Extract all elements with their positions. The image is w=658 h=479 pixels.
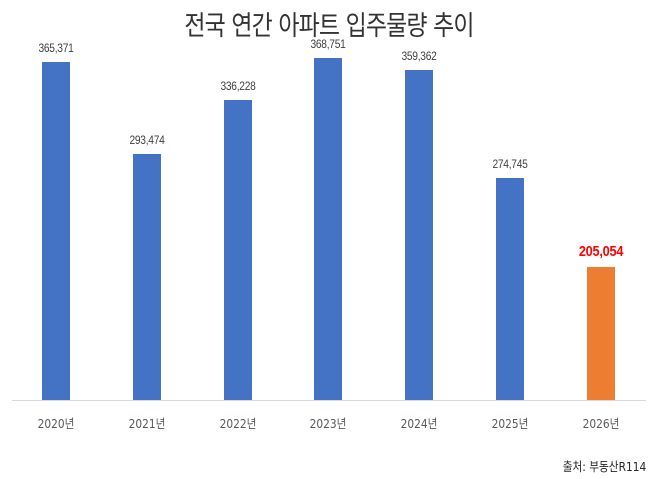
x-tick-label: 2024년 bbox=[400, 416, 438, 431]
bar-2023년 bbox=[314, 58, 343, 400]
source-note: 출처: 부동산R114 bbox=[562, 459, 646, 474]
value-label: 336,228 bbox=[220, 78, 256, 93]
value-label: 274,745 bbox=[492, 157, 528, 172]
x-tick-label: 2022년 bbox=[219, 416, 257, 431]
value-label: 205,054 bbox=[578, 243, 624, 260]
value-label: 368,751 bbox=[310, 37, 346, 51]
x-axis-line bbox=[12, 400, 646, 401]
x-tick-label: 2025년 bbox=[491, 416, 529, 431]
bar-2024년 bbox=[405, 69, 434, 400]
value-label: 293,474 bbox=[129, 133, 165, 148]
bar-2025년 bbox=[496, 178, 524, 400]
value-label: 365,371 bbox=[38, 41, 74, 56]
x-tick-label: 2026년 bbox=[582, 416, 620, 431]
x-tick-label: 2020년 bbox=[37, 416, 75, 431]
bar-2020년 bbox=[42, 62, 70, 400]
bar-2026년 bbox=[586, 267, 615, 400]
x-tick-label: 2021년 bbox=[128, 416, 166, 431]
chart-title: 전국 연간 아파트 입주물량 추이 bbox=[184, 11, 474, 42]
value-label: 359,362 bbox=[401, 48, 437, 63]
bar-2021년 bbox=[132, 154, 161, 400]
x-tick-label: 2023년 bbox=[309, 416, 347, 431]
bar-2022년 bbox=[223, 99, 252, 400]
